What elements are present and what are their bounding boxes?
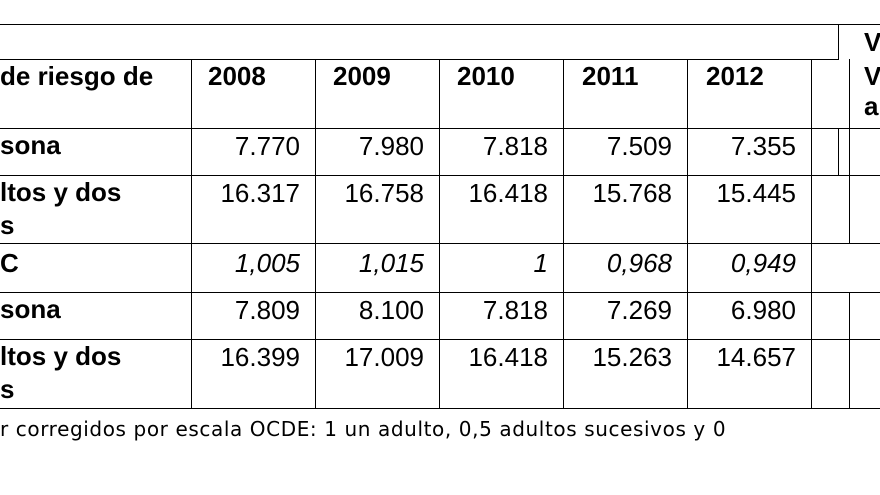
row-label: ltos y dos [0, 341, 122, 371]
row-label: s [0, 374, 15, 404]
table-cell: 16.418 [468, 342, 548, 372]
last-column-header: V [864, 27, 880, 57]
row-label: s [0, 210, 15, 240]
table-cell: 17.009 [344, 342, 424, 372]
table-cell: 7.818 [482, 131, 548, 161]
table-rule [439, 59, 440, 409]
table-rule [0, 24, 880, 25]
table-rule [0, 175, 880, 176]
table-rule [687, 59, 688, 409]
table-cell: 1,005 [234, 248, 300, 278]
table-rule [0, 59, 838, 60]
table-rule [0, 292, 880, 293]
table-cell: 7.818 [482, 295, 548, 325]
table-rule [0, 339, 880, 340]
table-cell: 0,968 [606, 248, 672, 278]
table-cell: 7.980 [358, 131, 424, 161]
table-rule [0, 128, 880, 129]
table-cell: 16.418 [468, 178, 548, 208]
table-cell: 15.768 [592, 178, 672, 208]
table-cell: 1,015 [358, 248, 424, 278]
table-cell: 7.770 [234, 131, 300, 161]
table-cell: 7.809 [234, 295, 300, 325]
table-cell: 6.980 [730, 295, 796, 325]
table-rule [838, 128, 839, 176]
year-header: 2011 [582, 61, 639, 91]
row-label: sona [0, 294, 61, 324]
last-column-header: V [864, 61, 880, 91]
table-cell: 8.100 [358, 295, 424, 325]
table-cell: 15.445 [716, 178, 796, 208]
table-cell: 7.509 [606, 131, 672, 161]
table-rule [849, 59, 850, 243]
table-cell: 15.263 [592, 342, 672, 372]
row-label: C [0, 248, 19, 278]
table-cell: 16.758 [344, 178, 424, 208]
last-column-header: a [864, 91, 879, 121]
table-cell: 0,949 [730, 248, 796, 278]
header-label: de riesgo de [0, 61, 154, 91]
table-rule [315, 59, 316, 409]
table-rule [811, 59, 812, 409]
table-rule [0, 243, 880, 244]
table-rule [191, 59, 192, 409]
table-cell: 14.657 [716, 342, 796, 372]
table-cell: 7.355 [730, 131, 796, 161]
table-rule [0, 408, 880, 409]
table-rule [838, 24, 839, 60]
table-rule [849, 292, 850, 409]
table-rule [563, 59, 564, 409]
year-header: 2012 [706, 61, 764, 91]
table-footnote: r corregidos por escala OCDE: 1 un adult… [0, 417, 727, 441]
row-label: sona [0, 130, 61, 160]
table-cell: 1 [533, 248, 548, 278]
year-header: 2010 [457, 61, 515, 91]
table-cell: 16.399 [220, 342, 300, 372]
year-header: 2009 [333, 61, 391, 91]
row-label: ltos y dos [0, 177, 122, 207]
table-cell: 7.269 [606, 295, 672, 325]
year-header: 2008 [208, 61, 266, 91]
table-cell: 16.317 [220, 178, 300, 208]
